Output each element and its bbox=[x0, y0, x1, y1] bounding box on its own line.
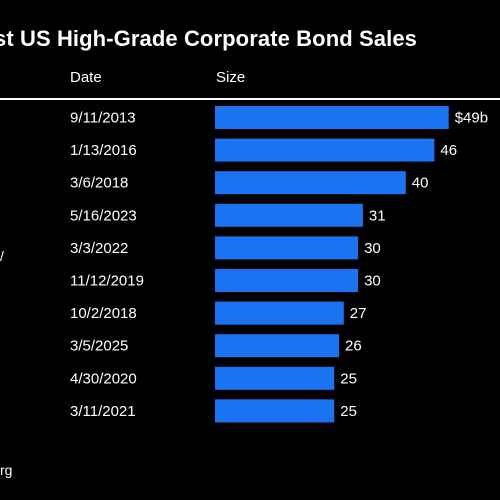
bar bbox=[215, 138, 435, 162]
bar bbox=[215, 171, 406, 195]
date-label: 1/13/2016 bbox=[70, 142, 137, 159]
value-label: $49b bbox=[455, 110, 488, 127]
bar bbox=[215, 106, 449, 129]
value-label: 25 bbox=[340, 370, 357, 387]
bar bbox=[215, 366, 335, 390]
date-label: 3/6/2018 bbox=[70, 175, 128, 192]
chart-title: st US High-Grade Corporate Bond Sales bbox=[0, 26, 417, 51]
value-label: 26 bbox=[345, 338, 362, 355]
bar bbox=[215, 236, 359, 260]
value-label: 30 bbox=[364, 240, 381, 257]
size-column-header: Size bbox=[216, 69, 246, 86]
date-column-header: Date bbox=[70, 69, 102, 86]
date-label: 10/2/2018 bbox=[70, 305, 137, 322]
source-note: rg bbox=[0, 462, 13, 478]
bar bbox=[215, 203, 363, 227]
date-label: 9/11/2013 bbox=[70, 110, 136, 127]
date-label: 5/16/2023 bbox=[70, 207, 137, 224]
date-label: 3/3/2022 bbox=[70, 240, 128, 257]
cropped-side-label: / bbox=[0, 248, 4, 264]
bar bbox=[215, 334, 340, 358]
date-label: 4/30/2020 bbox=[70, 370, 137, 387]
bar bbox=[215, 399, 335, 423]
value-label: 31 bbox=[369, 207, 386, 224]
date-label: 11/12/2019 bbox=[70, 273, 144, 290]
value-label: 30 bbox=[364, 273, 381, 290]
bar bbox=[215, 269, 359, 292]
value-label: 46 bbox=[440, 142, 457, 159]
bar bbox=[215, 301, 344, 325]
value-label: 27 bbox=[350, 305, 367, 322]
header-divider bbox=[0, 98, 500, 100]
value-label: 25 bbox=[340, 403, 357, 420]
date-label: 3/11/2021 bbox=[70, 403, 136, 420]
value-label: 40 bbox=[412, 175, 429, 192]
date-label: 3/5/2025 bbox=[70, 338, 128, 355]
